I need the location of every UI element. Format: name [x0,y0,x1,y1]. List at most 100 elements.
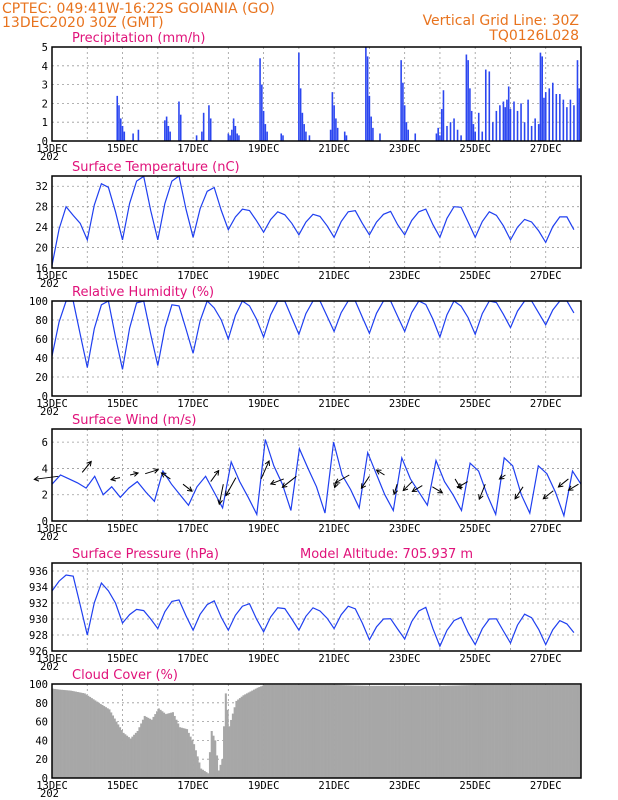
cloud-column [230,719,233,778]
precip-bar [329,129,332,141]
x-tick-label: 19DEC [248,523,280,535]
cloud-column [115,721,118,778]
precip-bar [132,133,134,141]
precip-bar [504,107,506,141]
x-tick-label: 13DEC [36,270,68,282]
precip-bar [123,131,126,141]
cloud-column [194,750,197,778]
cloud-column [261,685,264,778]
cloud-column [364,685,367,778]
wind-arrow [568,483,579,491]
cloud-column [506,684,510,778]
cloud-column [397,685,400,778]
precip-bar [201,131,203,141]
cloud-column [533,684,536,778]
cloud-column [62,689,65,778]
cloud-column [381,685,384,778]
cloud-column [293,684,296,778]
cloud-column [503,684,506,778]
cloud-column [133,734,136,778]
precip-bar [335,118,337,141]
wind-arrow-head [217,499,223,506]
cloud-column [198,762,201,778]
cloud-column [464,685,467,778]
precip-bar [460,135,462,141]
wind-arrow-head [514,493,520,500]
cloud-column [242,695,245,778]
wind-arrow-head [334,478,341,484]
cloud-column [297,684,300,778]
cloud-column [552,684,555,778]
y-tick-label: 0 [42,773,48,785]
precip-bar [477,112,480,141]
cloud-column [254,688,257,778]
cloud-column [337,685,340,778]
y-tick-label: 20 [35,243,48,255]
cloud-column [221,759,224,778]
header: CPTEC: 049:41W-16:22S GOIANIA (GO) 13DEC… [2,1,579,44]
cloud-column [76,691,79,778]
precip-bar [405,122,408,141]
cloud-column [124,734,127,778]
wind-arrow [270,478,284,485]
cloud-column [559,684,562,778]
cloud-column [164,714,167,778]
wind-arrow-head [213,469,220,476]
cloud-column [196,756,199,778]
precip-bar [576,60,579,141]
cloud-column [270,684,273,778]
x-tick-label: 15DEC [107,143,139,155]
cloud-column [201,769,204,778]
precip-bar [506,99,508,141]
cloud-column [528,684,531,778]
cloud-column [543,684,547,778]
cloud-column [469,685,472,778]
y-tick-label: 100 [29,296,48,308]
y-tick-label: 40 [35,353,48,365]
cloud-column [482,684,485,778]
cloud-column [74,691,77,778]
cloud-column [432,685,435,778]
precip-bar [345,135,348,141]
cloud-column [106,708,109,778]
precip-bar [266,131,268,141]
temp-series-line [51,174,575,266]
precip-bar [165,116,168,141]
grid-line-note: Vertical Grid Line: 30Z [423,13,579,29]
precip-bar [232,118,235,141]
precip-bar [336,127,339,141]
precip-bar [370,116,372,141]
precip-bar [303,124,305,141]
cloud-column [272,684,275,778]
precip-bar [208,105,210,141]
cloud-column [245,693,249,778]
wind-arrow-head [392,489,399,496]
cloud-column [309,684,312,778]
x-tick-label: 21DEC [318,653,350,665]
cloud-column [505,684,508,778]
cloud-column [288,684,291,778]
y-tick-label: 28 [35,202,48,214]
cloud-column [200,768,203,778]
cloud-column [203,770,206,778]
cloud-column [434,685,437,778]
cloud-column [323,684,326,778]
cloud-column [129,738,132,778]
cloud-column [401,685,404,778]
x-tick-label: 19DEC [248,270,280,282]
wind-arrow [542,490,554,500]
x-year-label: 202 [40,406,59,418]
cloud-column [170,712,173,778]
x-tick-label: 21DEC [318,143,350,155]
y-tick-label: 100 [29,679,48,691]
cloud-column [215,755,219,778]
precip-bar [167,125,170,141]
cloud-column [404,685,407,778]
cloud-column [235,700,238,778]
y-tick-label: 5 [42,42,48,54]
cloud-column [231,713,234,778]
cloud-column [240,696,243,778]
y-tick-label: 926 [29,646,48,658]
precip-bar [169,131,171,141]
panel-frame [51,428,582,522]
